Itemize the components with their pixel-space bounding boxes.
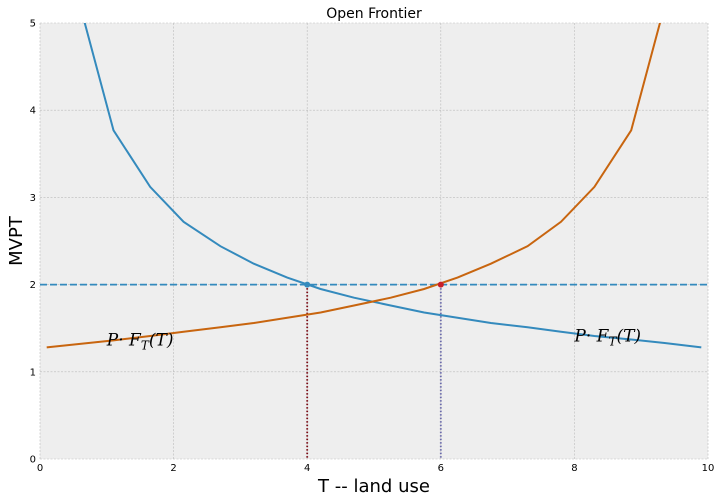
x-tick-label: 8 — [571, 463, 577, 474]
x-tick-label: 4 — [304, 463, 310, 474]
x-tick-label: 2 — [170, 463, 176, 474]
x-axis-label: T -- land use — [317, 476, 430, 497]
grid — [39, 22, 709, 460]
plot-area — [40, 23, 708, 459]
intersection-point — [437, 281, 444, 288]
y-tick-label: 5 — [30, 19, 36, 30]
x-tick-label: 6 — [438, 463, 444, 474]
curve-annotation: P· FT(T) — [106, 331, 174, 353]
x-tick-label: 0 — [37, 463, 43, 474]
chart-title: Open Frontier — [326, 6, 422, 22]
y-tick-label: 0 — [30, 455, 36, 466]
tick-labels: 0 2 4 6 8 10 0 1 2 3 4 5 — [30, 19, 715, 475]
series-lines — [46, 23, 702, 349]
x-tick-label: 10 — [702, 463, 715, 474]
annotations: P· FT(T) P· FT(T) — [106, 326, 641, 352]
curve-annotation: P· FT(T) — [573, 326, 641, 348]
y-tick-label: 1 — [30, 367, 36, 378]
intersection-points — [304, 281, 444, 288]
y-axis-label: MVPT — [6, 215, 27, 266]
intersection-point — [304, 281, 311, 288]
y-tick-label: 2 — [30, 280, 36, 291]
y-tick-label: 3 — [30, 193, 36, 204]
series-line-1 — [46, 23, 661, 349]
y-tick-label: 4 — [30, 106, 36, 117]
